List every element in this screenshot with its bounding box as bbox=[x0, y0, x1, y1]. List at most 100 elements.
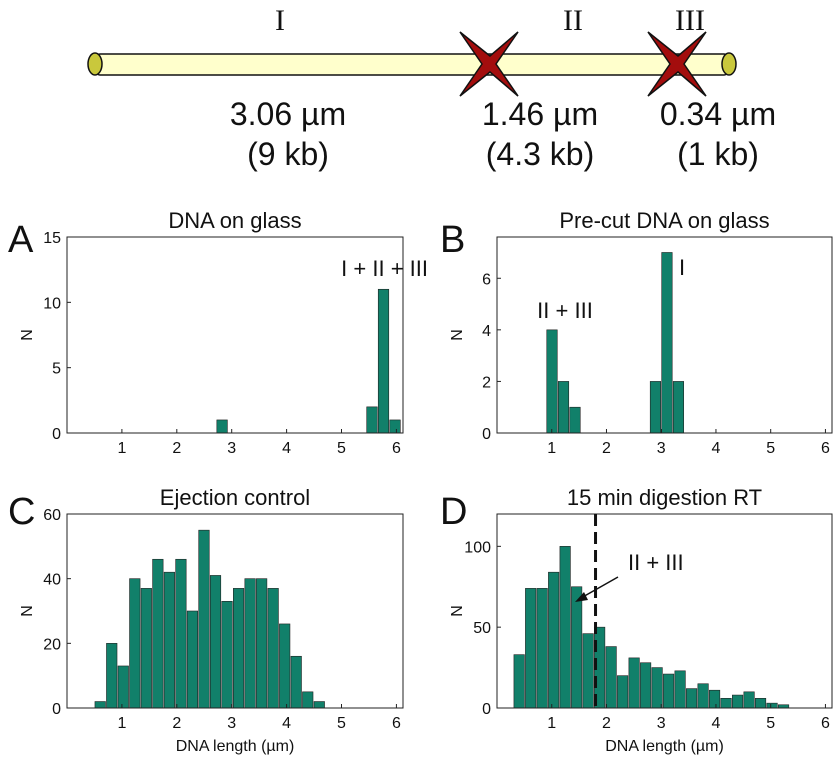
x-tick-label: 6 bbox=[821, 440, 830, 457]
cut-site bbox=[459, 31, 519, 97]
y-tick-label: 60 bbox=[43, 507, 61, 524]
bar bbox=[557, 381, 570, 434]
bar bbox=[244, 578, 256, 709]
segment-length: 1.46 µm bbox=[482, 96, 598, 132]
bar bbox=[175, 558, 187, 709]
y-tick-label: 0 bbox=[52, 426, 61, 443]
y-tick-label: 4 bbox=[482, 323, 491, 340]
segment-size: (4.3 kb) bbox=[486, 136, 594, 172]
bar bbox=[569, 406, 581, 434]
bar bbox=[279, 623, 291, 709]
x-tick-label: 1 bbox=[117, 440, 126, 457]
panel-label: A bbox=[8, 219, 34, 261]
annotation: II + III bbox=[537, 298, 593, 323]
panel-title: Pre-cut DNA on glass bbox=[559, 208, 769, 233]
y-axis-label: N bbox=[19, 329, 36, 341]
dna-end bbox=[87, 52, 103, 76]
bar bbox=[663, 673, 675, 709]
bar bbox=[672, 381, 685, 434]
x-tick-label: 6 bbox=[392, 440, 401, 457]
segment-size: (1 kb) bbox=[677, 136, 759, 172]
x-tick-label: 4 bbox=[712, 440, 721, 457]
segment-length: 0.34 µm bbox=[660, 96, 776, 132]
segment-size: (9 kb) bbox=[247, 136, 329, 172]
bar bbox=[140, 588, 152, 709]
x-axis-label: DNA length (µm) bbox=[605, 738, 724, 755]
bar bbox=[290, 655, 302, 709]
arrow-head bbox=[575, 592, 588, 602]
bar bbox=[117, 665, 129, 709]
bar bbox=[571, 586, 583, 709]
y-tick-label: 50 bbox=[473, 620, 491, 637]
panel-label: C bbox=[8, 491, 35, 533]
segment-name: III bbox=[675, 4, 705, 37]
bar bbox=[525, 588, 537, 709]
bar bbox=[661, 252, 673, 434]
x-tick-label: 1 bbox=[117, 715, 126, 732]
bar bbox=[389, 419, 401, 434]
y-tick-label: 0 bbox=[52, 701, 61, 718]
segment-name: II bbox=[563, 4, 583, 37]
bar bbox=[186, 610, 199, 709]
bar bbox=[209, 575, 222, 709]
x-tick-label: 5 bbox=[766, 715, 775, 732]
y-tick-label: 100 bbox=[464, 539, 491, 556]
x-tick-label: 2 bbox=[602, 440, 611, 457]
axes-box bbox=[66, 236, 404, 434]
bar bbox=[559, 546, 571, 709]
x-tick-label: 6 bbox=[392, 715, 401, 732]
panel-label: B bbox=[440, 219, 465, 261]
segment-name: I bbox=[275, 4, 285, 37]
bar bbox=[628, 657, 640, 709]
bar bbox=[720, 697, 732, 709]
bar bbox=[94, 701, 106, 709]
bar bbox=[106, 643, 118, 709]
segment-length: 3.06 µm bbox=[230, 96, 346, 132]
dna-diagram: I II III 3.06 µm (9 kb) 1.46 µm (4.3 kb)… bbox=[87, 4, 776, 172]
bar bbox=[163, 571, 175, 709]
annotation: II + III bbox=[628, 550, 684, 575]
x-axis-label: DNA length (µm) bbox=[176, 738, 295, 755]
x-tick-label: 2 bbox=[602, 715, 611, 732]
bar bbox=[743, 691, 755, 709]
axes-box bbox=[496, 513, 833, 709]
y-axis-label: N bbox=[449, 329, 466, 341]
dna-end bbox=[721, 52, 737, 76]
histogram-panel: 1 2 3 4 5 6 0 2 4 6 Pre-cut DNA on glass B N II + III… bbox=[440, 208, 833, 457]
histogram-panel: 1 2 3 4 5 6 0 50 100 15 min digestion RT D N DNA len… bbox=[440, 485, 833, 755]
bar bbox=[674, 670, 686, 709]
bar bbox=[313, 701, 325, 709]
x-tick-label: 4 bbox=[712, 715, 721, 732]
bar bbox=[256, 578, 268, 709]
annotation-arrow bbox=[580, 576, 619, 599]
bar bbox=[605, 646, 617, 709]
x-tick-label: 4 bbox=[282, 715, 291, 732]
y-tick-label: 15 bbox=[43, 230, 61, 247]
y-tick-label: 6 bbox=[482, 271, 491, 288]
panel-title: 15 min digestion RT bbox=[567, 485, 762, 510]
y-tick-label: 20 bbox=[43, 636, 61, 653]
bar bbox=[582, 633, 594, 709]
y-tick-label: 0 bbox=[482, 426, 491, 443]
bar bbox=[536, 588, 548, 709]
bar bbox=[152, 558, 164, 709]
y-tick-label: 10 bbox=[43, 295, 61, 312]
bar bbox=[546, 329, 558, 434]
bar bbox=[649, 381, 662, 434]
axes-box bbox=[496, 236, 833, 434]
bar bbox=[755, 697, 767, 709]
bar bbox=[267, 588, 279, 709]
y-tick-label: 0 bbox=[482, 701, 491, 718]
x-tick-label: 3 bbox=[227, 440, 236, 457]
annotation: I + II + III bbox=[341, 256, 428, 281]
cut-site bbox=[647, 31, 707, 97]
bar bbox=[302, 691, 314, 709]
bar bbox=[766, 702, 778, 709]
bar bbox=[548, 571, 560, 709]
histogram-panel: 1 2 3 4 5 6 0 5 10 15 DNA on glass A N I + II + III bbox=[8, 208, 428, 457]
bar bbox=[640, 662, 652, 709]
bar bbox=[651, 667, 663, 709]
bar bbox=[377, 288, 390, 434]
